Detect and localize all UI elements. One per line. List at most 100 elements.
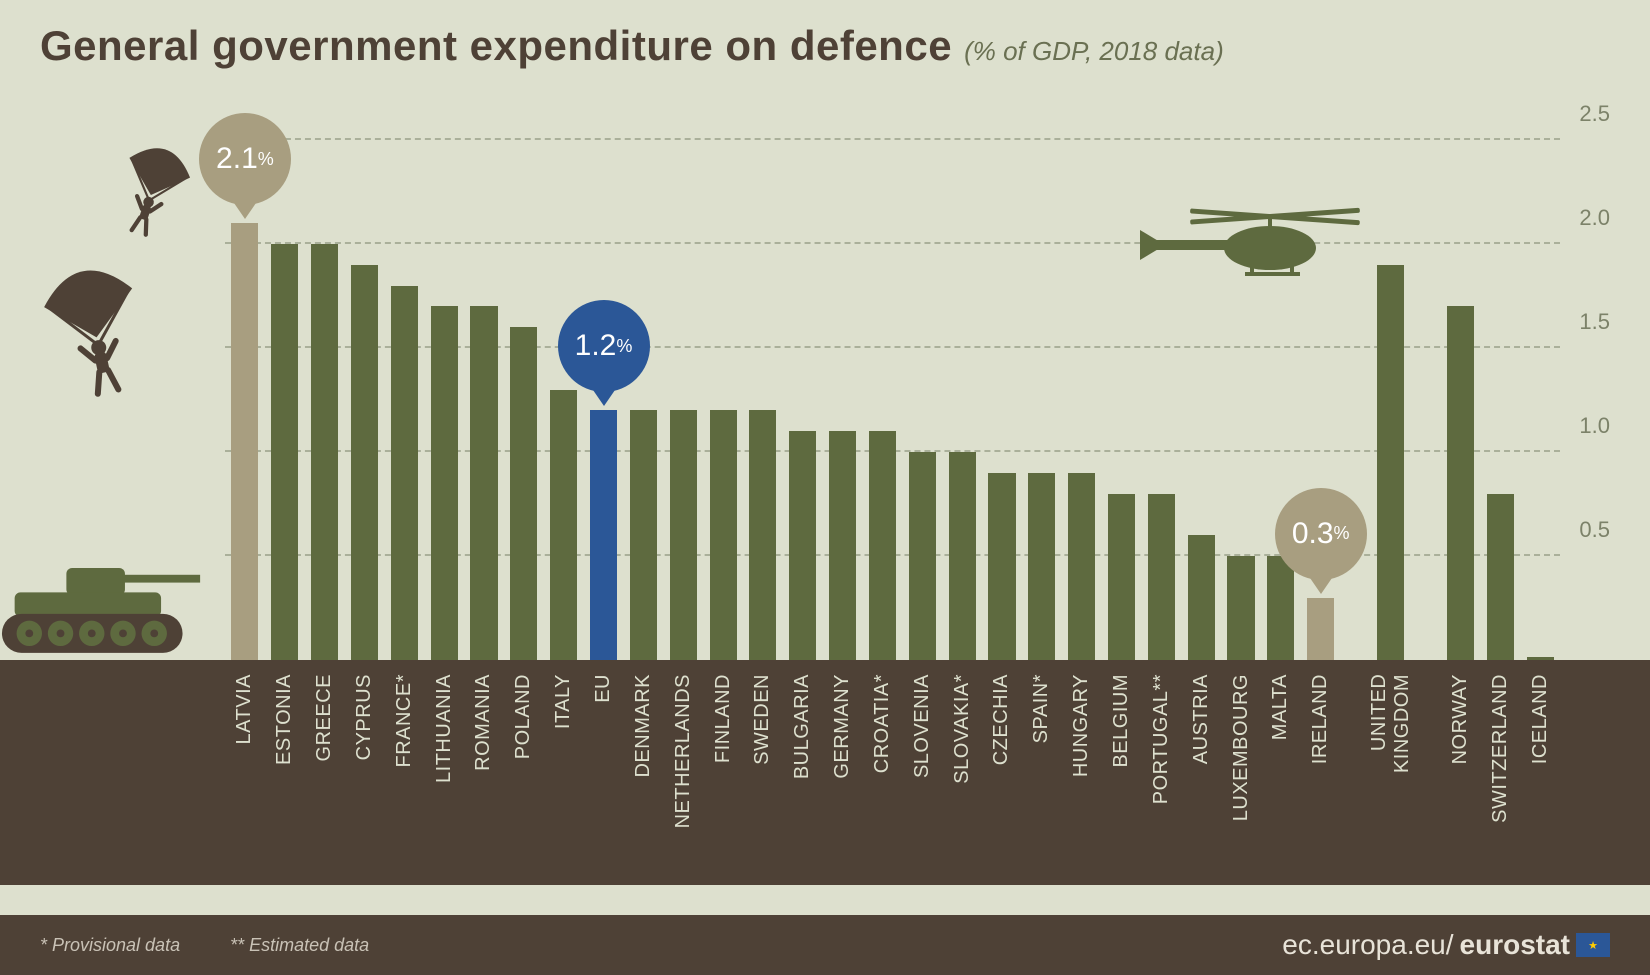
callout-tail: [593, 390, 615, 406]
bar-slot: NETHERLANDS: [663, 140, 703, 660]
bar-label: HUNGARY: [1070, 660, 1093, 777]
tank-icon: [0, 552, 205, 662]
bar: [829, 431, 856, 660]
chart-area: LATVIA2.1%ESTONIAGREECECYPRUSFRANCE*LITH…: [0, 120, 1650, 885]
bar-slot: CROATIA*: [863, 140, 903, 660]
source-attribution: ec.europa.eu/eurostat: [1282, 929, 1610, 961]
bar-slot: FRANCE*: [384, 140, 424, 660]
bar-slot: LATVIA2.1%: [225, 140, 265, 660]
y-tick-label: 1.5: [1579, 309, 1610, 335]
callout-value: 0.3: [1292, 517, 1334, 551]
callout-value: 2.1: [216, 142, 258, 176]
bar-slot: CYPRUS: [345, 140, 385, 660]
bar-label: ITALY: [552, 660, 575, 729]
title-subtitle: (% of GDP, 2018 data): [964, 36, 1224, 67]
bar: [1487, 494, 1514, 660]
bar-label: SLOVENIA: [911, 660, 934, 778]
helicopter-icon: [1120, 190, 1360, 290]
bar-label: EU: [592, 660, 615, 703]
bar: [590, 410, 617, 660]
chart-title: General government expenditure on defenc…: [40, 22, 1224, 70]
bar-slot: CZECHIA: [982, 140, 1022, 660]
bar-label: CYPRUS: [353, 660, 376, 760]
source-brand: eurostat: [1460, 929, 1570, 961]
bar-label: POLAND: [512, 660, 535, 759]
bar-slot: GREECE: [305, 140, 345, 660]
bar-slot: UNITED KINGDOM: [1371, 140, 1411, 660]
bar: [789, 431, 816, 660]
bar-label: PORTUGAL**: [1150, 660, 1173, 804]
bar-label: CROATIA*: [871, 660, 894, 773]
bar-slot: SWITZERLAND: [1480, 140, 1520, 660]
bar-slot: POLAND: [504, 140, 544, 660]
parachute-icon: [110, 135, 195, 245]
bar: [431, 306, 458, 660]
bar-label: SWEDEN: [751, 660, 774, 765]
parachute-icon: [35, 255, 155, 405]
bar-label: UNITED KINGDOM: [1368, 660, 1414, 773]
bar-slot: ITALY: [544, 140, 584, 660]
bar-label: GERMANY: [831, 660, 854, 779]
eu-flag-icon: [1576, 933, 1610, 957]
bar-slot: SPAIN*: [1022, 140, 1062, 660]
bar: [510, 327, 537, 660]
bar-slot: ROMANIA: [464, 140, 504, 660]
callout-value: 1.2: [575, 329, 617, 363]
bar: [710, 410, 737, 660]
bar: [670, 410, 697, 660]
bar-label: SLOVAKIA*: [951, 660, 974, 784]
bar-label: FRANCE*: [393, 660, 416, 768]
bar-label: GREECE: [313, 660, 336, 761]
bar-slot: SLOVENIA: [902, 140, 942, 660]
bar-label: LITHUANIA: [433, 660, 456, 783]
bar: [869, 431, 896, 660]
bar-slot: LITHUANIA: [424, 140, 464, 660]
footnote-estimated: ** Estimated data: [230, 935, 369, 956]
bar: [351, 265, 378, 660]
bar-slot: HUNGARY: [1062, 140, 1102, 660]
bar: [1108, 494, 1135, 660]
bar-label: DENMARK: [632, 660, 655, 778]
bar-label: BULGARIA: [791, 660, 814, 779]
bar: [231, 223, 258, 660]
bar: [1307, 598, 1334, 660]
bar-slot: NORWAY: [1440, 140, 1480, 660]
callout-suffix: %: [1334, 523, 1350, 544]
bar: [1227, 556, 1254, 660]
bar: [1028, 473, 1055, 660]
bar: [311, 244, 338, 660]
bar: [909, 452, 936, 660]
bar-label: SWITZERLAND: [1489, 660, 1512, 823]
bar: [1377, 265, 1404, 660]
bar: [271, 244, 298, 660]
bar: [1267, 556, 1294, 660]
bar: [550, 390, 577, 660]
bar-slot: DENMARK: [623, 140, 663, 660]
bar-slot: GERMANY: [823, 140, 863, 660]
bar: [1148, 494, 1175, 660]
bar: [1447, 306, 1474, 660]
bar: [630, 410, 657, 660]
y-tick-label: 2.0: [1579, 205, 1610, 231]
bar: [1068, 473, 1095, 660]
bar-slot: EU1.2%: [584, 140, 624, 660]
y-tick-label: 1.0: [1579, 413, 1610, 439]
title-main: General government expenditure on defenc…: [40, 22, 952, 70]
bar-label: BELGIUM: [1110, 660, 1133, 768]
bar: [1188, 535, 1215, 660]
bar-slot: ESTONIA: [265, 140, 305, 660]
source-prefix: ec.europa.eu/: [1282, 929, 1453, 961]
bar-label: CZECHIA: [990, 660, 1013, 765]
bar-slot: FINLAND: [703, 140, 743, 660]
bar: [470, 306, 497, 660]
bar-label: MALTA: [1269, 660, 1292, 740]
bar-label: FINLAND: [712, 660, 735, 763]
bar-label: NETHERLANDS: [672, 660, 695, 828]
bar-label: LATVIA: [233, 660, 256, 744]
bar: [749, 410, 776, 660]
bar-slot: SWEDEN: [743, 140, 783, 660]
callout-tail: [1310, 578, 1332, 594]
bar: [949, 452, 976, 660]
bar-slot: SLOVAKIA*: [942, 140, 982, 660]
bar-slot: ICELAND: [1520, 140, 1560, 660]
